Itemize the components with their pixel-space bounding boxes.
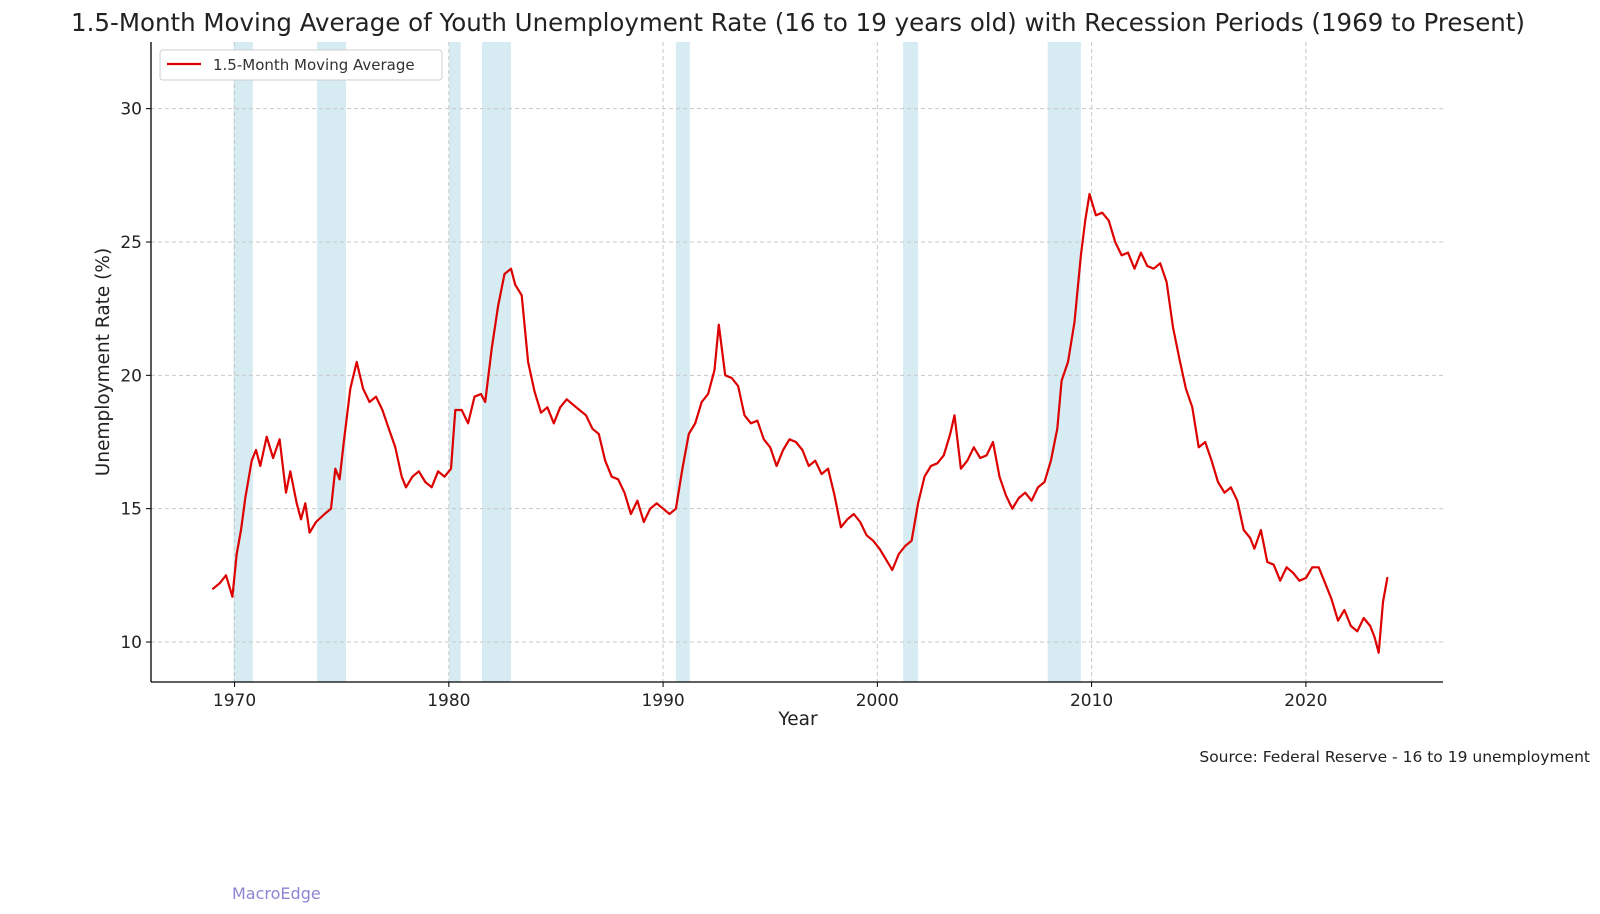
gridlines [151,42,1443,682]
recession-band [1047,42,1081,682]
recession-band [675,42,690,682]
recession-bands [233,42,1081,682]
legend-box [159,49,443,81]
recession-band [448,42,461,682]
legend: 1.5-Month Moving Average [159,49,443,81]
x-axis-label: Year [777,709,818,730]
recession-band [903,42,919,682]
y-ticks: 10 15 20 25 30 [120,100,151,653]
recession-band [317,42,346,682]
series-layer [212,192,1389,654]
axes [150,42,1443,683]
x-tick-label: 1980 [427,691,470,711]
y-tick-label: 30 [120,100,142,120]
recession-band [482,42,511,682]
x-tick-label: 1990 [641,691,684,711]
y-axis-label: Unemployment Rate (%) [93,248,114,476]
y-tick-label: 20 [120,366,142,386]
legend-label: 1.5-Month Moving Average [213,56,415,74]
recession-band [233,42,253,682]
watermark-logo-text: MacroEdge [232,884,321,903]
x-tick-label: 1970 [213,691,256,711]
x-tick-label: 2010 [1070,691,1113,711]
chart-title: 1.5-Month Moving Average of Youth Unempl… [71,8,1525,37]
x-tick-label: 2000 [856,691,899,711]
y-tick-label: 15 [120,500,142,520]
source-note: Source: Federal Reserve - 16 to 19 unemp… [1199,748,1590,766]
y-tick-label: 10 [120,633,142,653]
y-tick-label: 25 [120,233,142,253]
x-tick-label: 2020 [1284,691,1327,711]
series-line [212,192,1389,654]
x-ticks: 1970 1980 1990 2000 2010 2020 [213,682,1328,711]
